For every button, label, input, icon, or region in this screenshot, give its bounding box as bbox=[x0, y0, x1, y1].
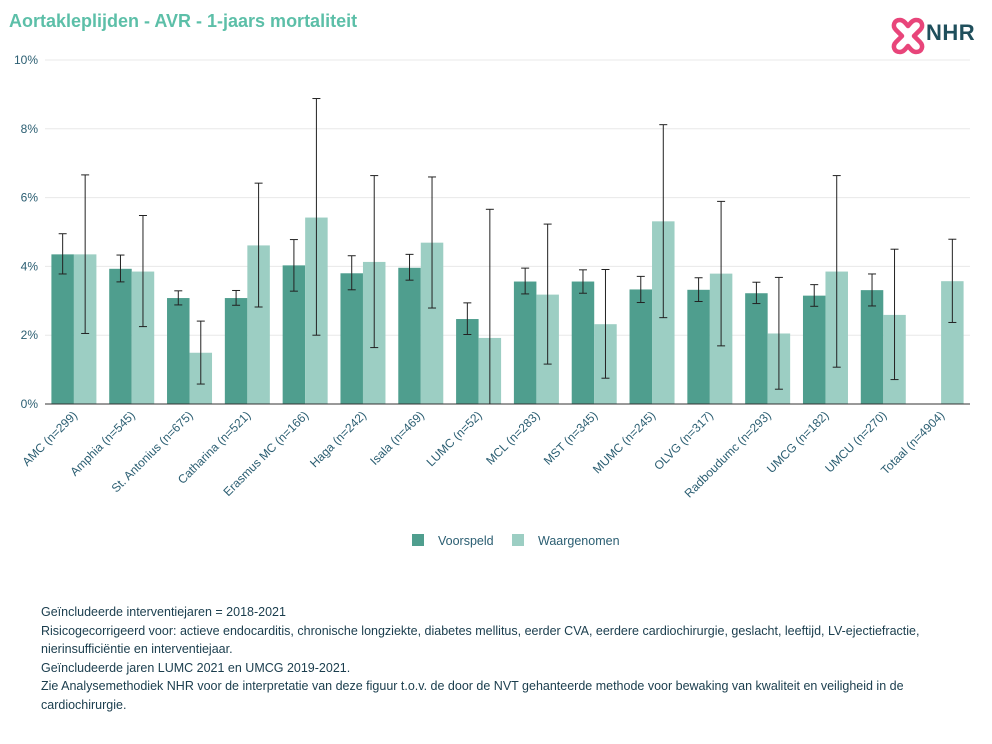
x-tick-label: AMC (n=299) bbox=[19, 408, 80, 469]
bar-chart: 0% 2% 4% 6% 8% 10% AMC (n=299)Amphia (n=545)S… bbox=[14, 53, 970, 548]
legend: Voorspeld Waargenomen bbox=[412, 534, 620, 548]
bar-waargenomen bbox=[247, 245, 270, 404]
bar-voorspeld bbox=[513, 281, 537, 404]
legend-swatch-waargenomen bbox=[512, 534, 524, 546]
x-tick-label: MUMC (n=245) bbox=[590, 408, 658, 476]
bar-voorspeld bbox=[571, 281, 595, 404]
footnote-methodology: Zie Analysemethodiek NHR voor de interpr… bbox=[41, 679, 904, 712]
bar-voorspeld bbox=[340, 273, 363, 404]
footnote-risk-adjustment: Risicogecorrigeerd voor: actieve endocar… bbox=[41, 623, 920, 657]
x-tick-label: OLVG (n=317) bbox=[651, 408, 716, 473]
footnote-included-years: Geïncludeerde jaren LUMC 2021 en UMCG 20… bbox=[41, 660, 351, 675]
legend-label-voorspeld: Voorspeld bbox=[438, 534, 494, 548]
y-tick-label: 10% bbox=[14, 53, 38, 67]
bar-voorspeld bbox=[167, 298, 190, 404]
bar-voorspeld bbox=[860, 290, 884, 404]
y-tick-label: 0% bbox=[21, 397, 39, 411]
y-tick-label: 6% bbox=[21, 191, 39, 205]
x-tick-label: MCL (n=283) bbox=[483, 408, 542, 467]
x-axis-tick-labels: AMC (n=299)Amphia (n=545)St. Antonius (n… bbox=[19, 408, 947, 500]
x-tick-label: LUMC (n=52) bbox=[424, 408, 485, 469]
bar-voorspeld bbox=[398, 267, 421, 404]
y-tick-label: 4% bbox=[21, 259, 39, 273]
nhr-logo: NHR bbox=[890, 16, 985, 56]
nhr-logo-icon bbox=[891, 17, 925, 55]
legend-swatch-voorspeld bbox=[412, 534, 424, 546]
bars bbox=[51, 217, 964, 404]
footnote-years: Geïncludeerde interventiejaren = 2018-20… bbox=[41, 605, 286, 619]
footnotes: Geïncludeerde interventiejaren = 2018-20… bbox=[41, 603, 941, 714]
x-tick-label: Isala (n=469) bbox=[367, 408, 427, 468]
bar-voorspeld bbox=[224, 298, 248, 404]
legend-label-waargenomen: Waargenomen bbox=[538, 534, 620, 548]
x-tick-label: Haga (n=242) bbox=[307, 408, 369, 470]
bar-voorspeld bbox=[51, 254, 74, 404]
logo-text: NHR bbox=[926, 20, 976, 45]
y-axis-ticks: 0% 2% 4% 6% 8% 10% bbox=[14, 53, 38, 411]
bar-waargenomen bbox=[941, 281, 964, 404]
bar-voorspeld bbox=[629, 289, 653, 404]
bar-voorspeld bbox=[745, 293, 768, 404]
error-bars bbox=[58, 98, 957, 405]
chart-title: Aortakleplijden - AVR - 1-jaars mortalit… bbox=[9, 11, 358, 31]
x-tick-label: MST (n=345) bbox=[541, 408, 601, 468]
bar-voorspeld bbox=[456, 319, 479, 404]
y-tick-label: 8% bbox=[21, 122, 39, 136]
bar-waargenomen bbox=[131, 271, 155, 404]
bar-voorspeld bbox=[687, 289, 710, 404]
bar-waargenomen bbox=[420, 242, 444, 404]
bar-voorspeld bbox=[109, 268, 132, 404]
bar-voorspeld bbox=[802, 295, 826, 404]
bar-voorspeld bbox=[282, 265, 306, 404]
y-tick-label: 2% bbox=[21, 328, 39, 342]
